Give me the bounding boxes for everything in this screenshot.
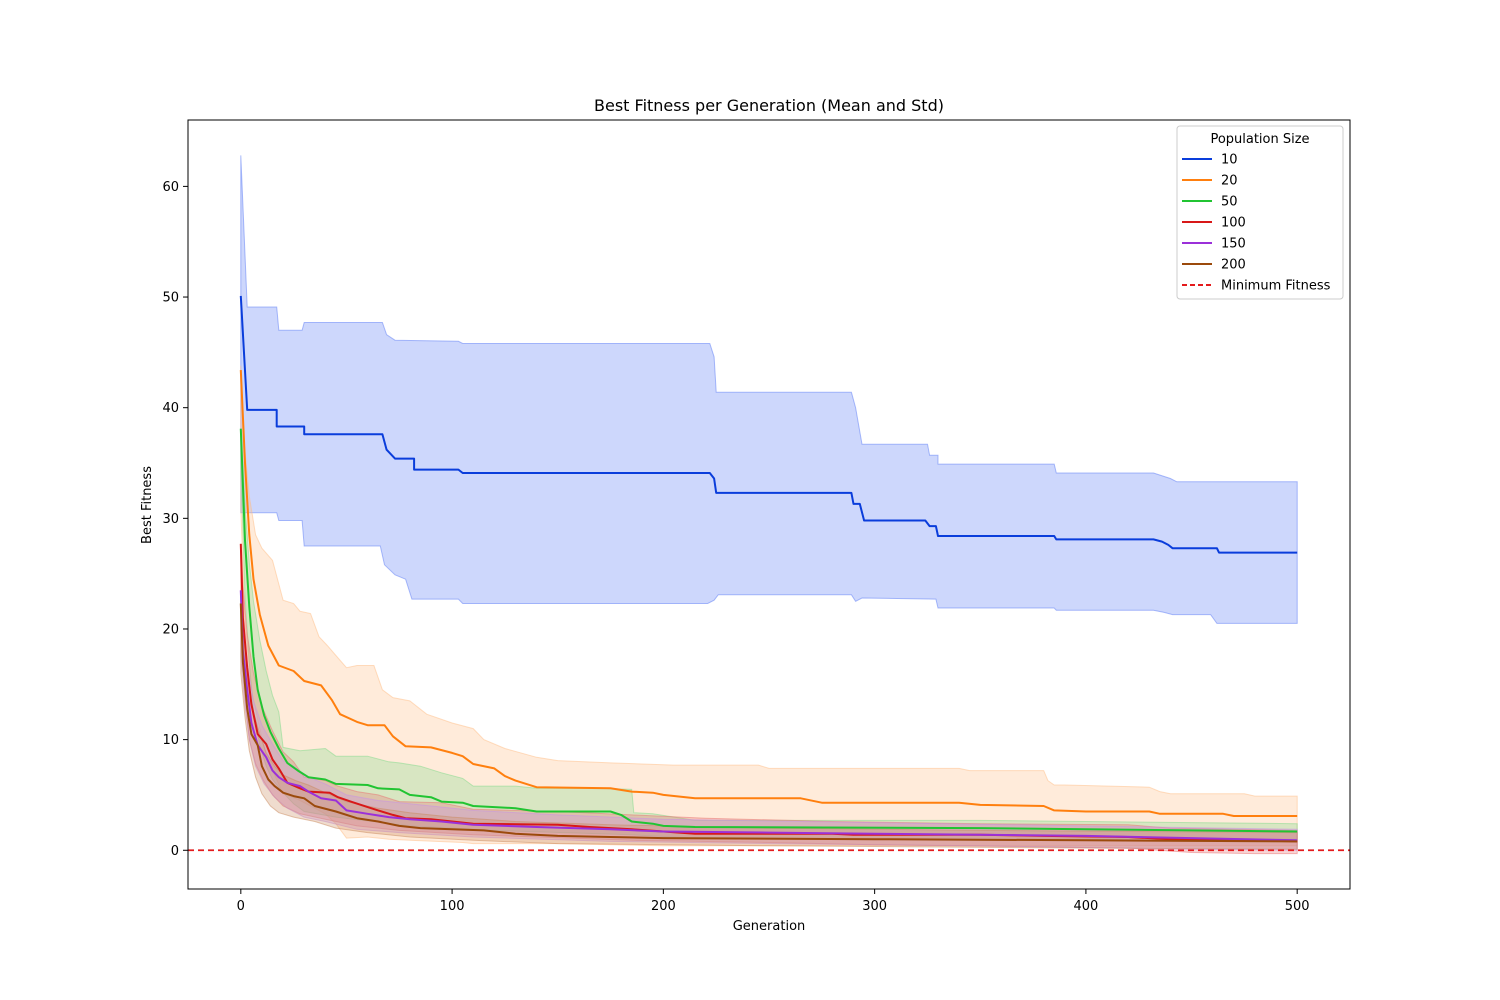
- legend-label: 20: [1221, 174, 1238, 189]
- plot-area-frame: [187, 119, 1351, 890]
- series-line-20: [239, 370, 1298, 817]
- x-tick-label: 0: [237, 899, 245, 914]
- mean-lines: [239, 295, 1298, 843]
- legend-label: 200: [1221, 258, 1246, 273]
- std-band-200: [240, 603, 1298, 850]
- x-tick-label: 500: [1285, 899, 1310, 914]
- x-tick-label: 200: [651, 899, 676, 914]
- y-axis-label: Best Fitness: [140, 466, 155, 544]
- legend-box: [1176, 125, 1344, 300]
- series-line-50: [239, 428, 1298, 833]
- legend-label: Minimum Fitness: [1221, 279, 1331, 294]
- legend-label: 50: [1221, 195, 1238, 210]
- y-tick-label: 20: [162, 622, 179, 637]
- series-line-10: [239, 295, 1298, 554]
- x-tick-label: 100: [440, 899, 465, 914]
- y-axis-ticks: 0 10 20 30 40 50 60: [162, 180, 188, 859]
- std-band-20: [240, 365, 1298, 847]
- y-tick-label: 50: [162, 291, 179, 306]
- legend-items: 10 20 50 100 150 200 Minimum Fitness: [1182, 153, 1331, 294]
- legend-title: Population Size: [1210, 132, 1309, 147]
- x-axis-label: Generation: [733, 919, 806, 934]
- legend: Population Size 10 20 50 100 150 200 Minimum F…: [1176, 125, 1344, 300]
- y-tick-label: 40: [162, 401, 179, 416]
- chart-title: Best Fitness per Generation (Mean and St…: [594, 96, 944, 115]
- y-tick-label: 30: [162, 512, 179, 527]
- x-axis-ticks: 0 100 200 300 400 500: [237, 889, 1310, 914]
- std-bands: [240, 155, 1298, 855]
- x-tick-label: 300: [862, 899, 887, 914]
- std-band-10: [240, 155, 1298, 624]
- x-tick-label: 400: [1073, 899, 1098, 914]
- legend-label: 100: [1221, 216, 1246, 231]
- legend-label: 150: [1221, 237, 1246, 252]
- y-tick-label: 0: [171, 844, 179, 859]
- series-line-200: [239, 603, 1298, 843]
- std-band-150: [240, 590, 1298, 851]
- series-line-150: [239, 590, 1298, 842]
- legend-label: 10: [1221, 153, 1238, 168]
- y-tick-label: 10: [162, 733, 179, 748]
- y-tick-label: 60: [162, 180, 179, 195]
